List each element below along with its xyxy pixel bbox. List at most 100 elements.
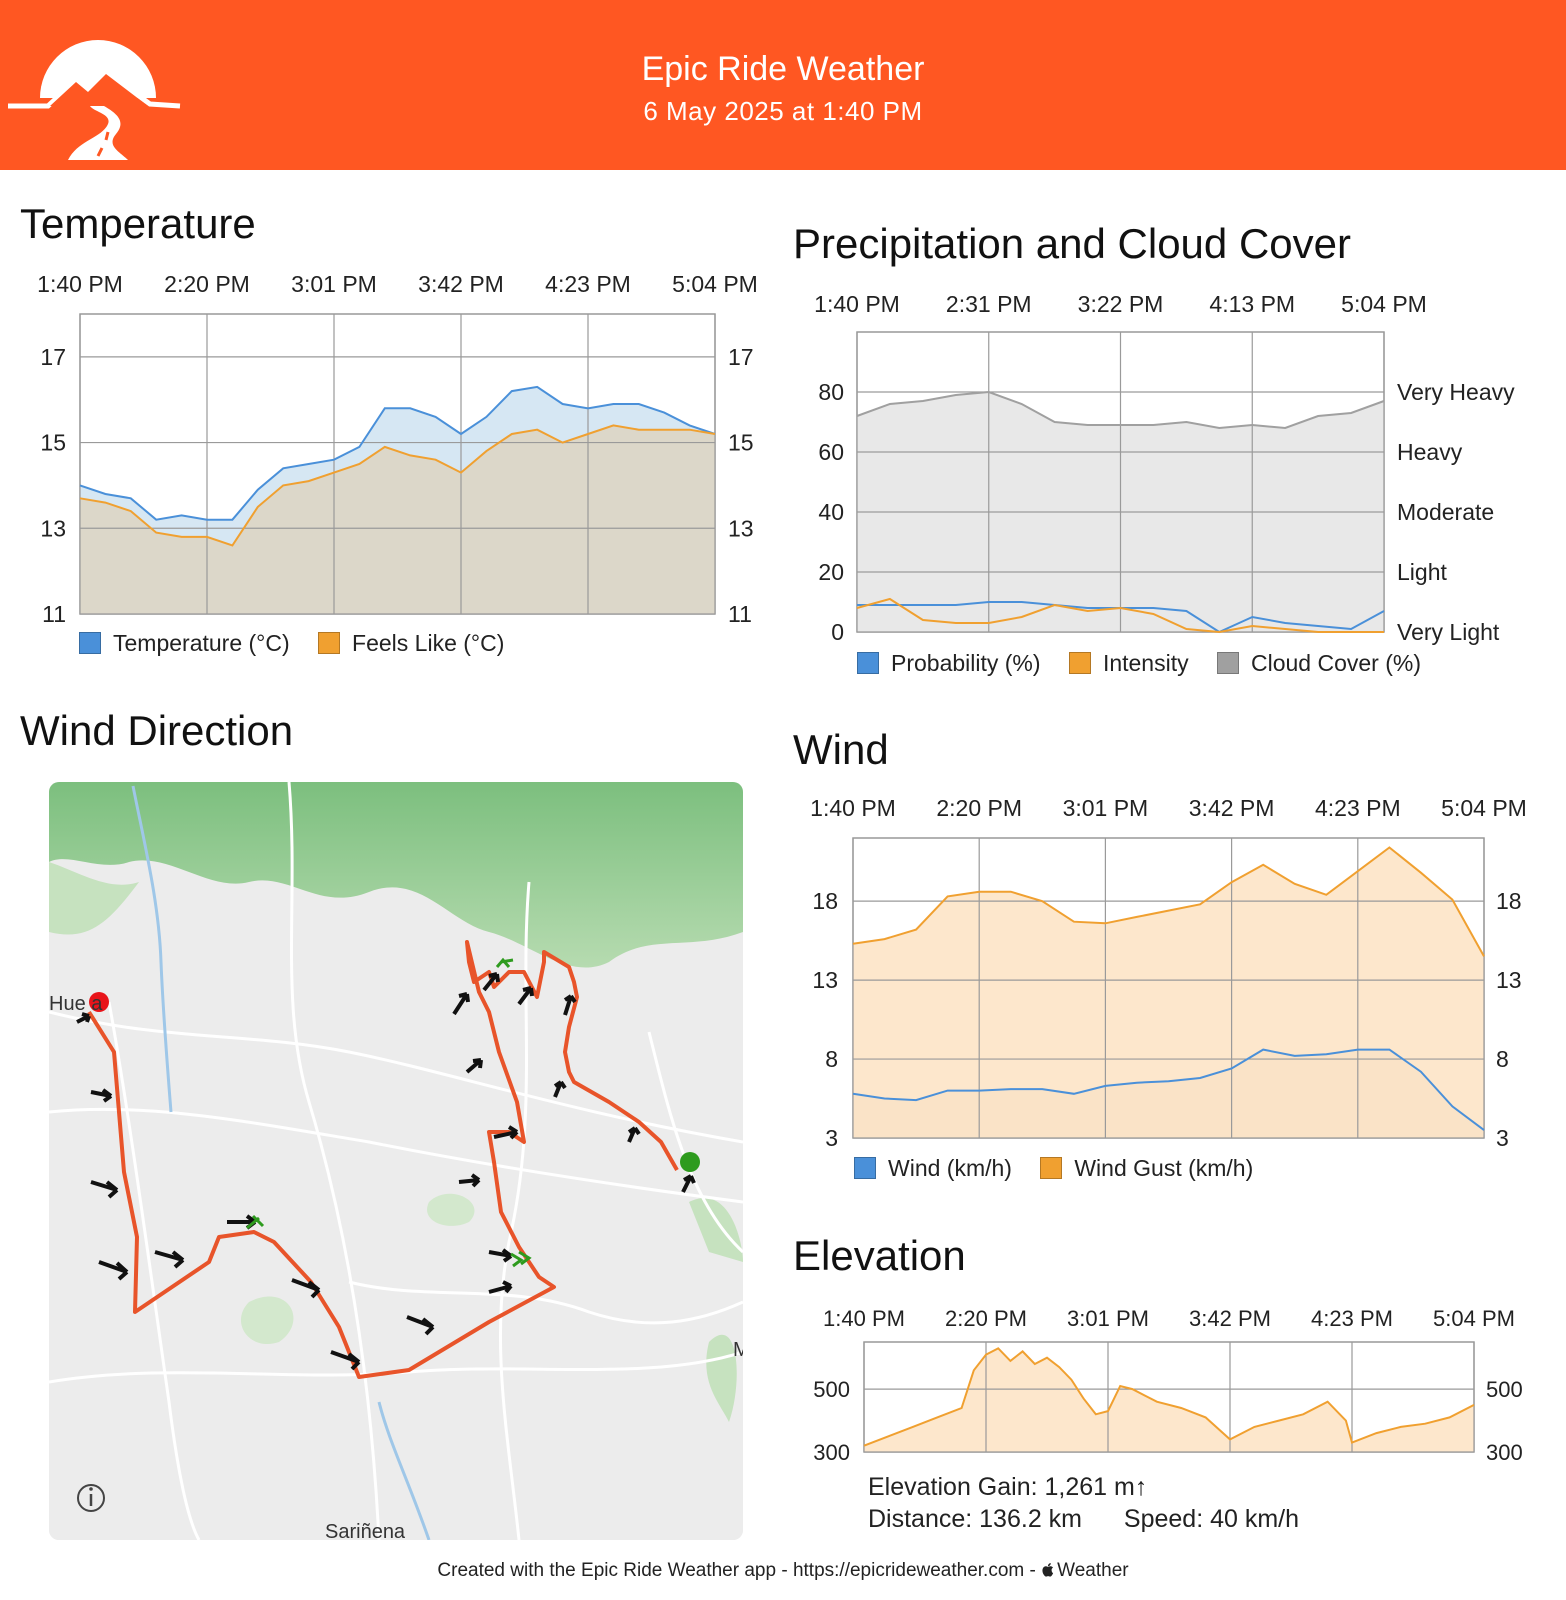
legend-label: Temperature (°C)	[113, 630, 290, 656]
speed-value: Speed: 40 km/h	[1123, 1505, 1300, 1533]
legend-swatch	[1216, 652, 1239, 674]
precipitation-chart: 1:40 PM 2:31 PM 3:22 PM 4:13 PM 5:04 PM 0 20 40…	[814, 291, 1515, 645]
footer-text: Created with the Epic Ride Weather app -…	[437, 1560, 1042, 1581]
y-tick-label: 13	[40, 515, 66, 541]
mountain-road-logo-icon	[8, 40, 181, 160]
x-tick-label: 3:01 PM	[1067, 1306, 1149, 1331]
series-line-0	[863, 1347, 1475, 1447]
y-tick-label: 15	[40, 430, 66, 456]
x-tick-label: 4:23 PM	[545, 271, 631, 297]
y-tick-label: 11	[42, 601, 66, 622]
route-path	[87, 940, 679, 1379]
x-tick-label: 3:42 PM	[418, 271, 504, 297]
y-tick-label-right: 18	[1496, 888, 1522, 914]
legend-item-probability: Probability (%)	[857, 650, 1041, 677]
start-marker	[680, 1152, 700, 1172]
x-tick-label: 5:04 PM	[1341, 291, 1427, 317]
legend-swatch	[857, 652, 879, 674]
wind-legend: Wind (km/h) Wind Gust (km/h)	[854, 1155, 1275, 1182]
temperature-chart: 1:40 PM 2:20 PM 3:01 PM 3:42 PM 4:23 PM 5:04 …	[37, 271, 758, 622]
legend-swatch	[79, 632, 101, 654]
y-tick-label: 300	[813, 1440, 850, 1462]
waypoint-markers	[246, 957, 532, 1268]
distance-speed: Distance: 136.2 km Speed: 40 km/h	[868, 1505, 1299, 1534]
precipitation-legend: Probability (%) Intensity Cloud Cover (%…	[857, 650, 1443, 677]
x-tick-label: 3:01 PM	[1063, 795, 1149, 821]
intensity-level-label: Moderate	[1397, 499, 1494, 525]
footer-weather-label: Weather	[1057, 1560, 1129, 1581]
legend-label: Wind (km/h)	[888, 1155, 1012, 1181]
ride-datetime: 6 May 2025 at 1:40 PM	[643, 96, 923, 126]
legend-swatch	[1068, 652, 1091, 674]
route-map-canvas: Hue a Sariñena M	[49, 782, 743, 1540]
x-tick-label: 2:20 PM	[945, 1306, 1027, 1331]
wind-direction-title: Wind Direction	[20, 707, 294, 754]
legend-item-intensity: Intensity	[1068, 650, 1189, 677]
series-line-1	[856, 597, 1384, 634]
route-map[interactable]: Hue a Sariñena M	[49, 782, 743, 1540]
legend-item-wind-gust: Wind Gust (km/h)	[1040, 1155, 1253, 1182]
series-line-0	[79, 385, 716, 521]
y-tick-label-right: 13	[1496, 967, 1522, 993]
y-tick-label: 80	[818, 379, 844, 405]
x-tick-label: 5:04 PM	[672, 271, 758, 297]
series-area-1	[853, 847, 1484, 1138]
forest-area	[49, 782, 743, 968]
x-tick-label: 1:40 PM	[823, 1306, 905, 1331]
legend-swatch	[318, 632, 341, 654]
elevation-chart: 1:40 PM 2:20 PM 3:01 PM 3:42 PM 4:23 PM 5:04 …	[813, 1306, 1523, 1462]
x-tick-label: 1:40 PM	[814, 291, 900, 317]
y-tick-label-right: 17	[728, 344, 754, 370]
wind-chart: 1:40 PM 2:20 PM 3:01 PM 3:42 PM 4:23 PM 5:04 …	[810, 795, 1527, 1146]
wind-title: Wind	[793, 726, 889, 773]
legend-swatch	[854, 1157, 876, 1179]
apple-icon	[1042, 1563, 1054, 1577]
legend-label: Intensity	[1102, 650, 1189, 676]
intensity-level-label: Very Heavy	[1397, 379, 1515, 405]
legend-label: Probability (%)	[891, 650, 1041, 676]
intensity-level-label: Very Light	[1397, 619, 1500, 645]
intensity-level-label: Light	[1397, 559, 1447, 585]
map-label-start-town: Hue a	[49, 993, 103, 1015]
temperature-title: Temperature	[20, 200, 256, 247]
legend-swatch	[1040, 1157, 1063, 1179]
x-tick-label: 2:20 PM	[936, 795, 1022, 821]
temperature-legend: Temperature (°C) Feels Like (°C)	[79, 630, 526, 657]
y-tick-label: 3	[825, 1125, 838, 1146]
legend-label: Feels Like (°C)	[352, 630, 505, 656]
x-tick-label: 3:42 PM	[1189, 1306, 1271, 1331]
info-icon[interactable]	[77, 1484, 105, 1512]
y-tick-label: 60	[818, 439, 844, 465]
x-tick-label: 2:20 PM	[164, 271, 250, 297]
x-tick-label: 4:23 PM	[1315, 795, 1401, 821]
x-tick-label: 4:23 PM	[1311, 1306, 1393, 1331]
legend-label: Cloud Cover (%)	[1250, 650, 1421, 676]
x-tick-label: 3:42 PM	[1189, 795, 1275, 821]
end-marker	[89, 992, 109, 1012]
y-tick-label-right: 11	[728, 601, 752, 622]
map-label-edge: M	[733, 1339, 743, 1361]
series-area-0	[864, 1348, 1474, 1452]
y-tick-label: 500	[813, 1377, 850, 1402]
x-tick-label: 3:01 PM	[291, 271, 377, 297]
x-tick-label: 2:31 PM	[946, 291, 1032, 317]
legend-label: Wind Gust (km/h)	[1074, 1155, 1254, 1181]
series-line-0	[852, 1048, 1485, 1131]
map-label-end-town: Sariñena	[325, 1521, 406, 1540]
intensity-level-label: Heavy	[1397, 439, 1463, 465]
elevation-title: Elevation	[793, 1232, 966, 1279]
series-line-1	[79, 424, 716, 547]
series-line-2	[856, 390, 1385, 430]
y-tick-label-right: 300	[1486, 1440, 1523, 1462]
y-tick-label-right: 500	[1486, 1377, 1523, 1402]
x-tick-label: 1:40 PM	[37, 271, 123, 297]
x-tick-label: 1:40 PM	[810, 795, 896, 821]
y-tick-label-right: 3	[1496, 1125, 1509, 1146]
x-tick-label: 3:22 PM	[1078, 291, 1164, 317]
x-tick-label: 5:04 PM	[1441, 795, 1527, 821]
legend-item-cloud-cover: Cloud Cover (%)	[1216, 650, 1421, 677]
y-tick-label-right: 13	[728, 515, 754, 541]
distance-value: Distance: 136.2 km	[868, 1505, 1082, 1533]
elevation-gain: Elevation Gain: 1,261 m↑	[868, 1473, 1148, 1501]
series-area-1	[80, 425, 715, 614]
